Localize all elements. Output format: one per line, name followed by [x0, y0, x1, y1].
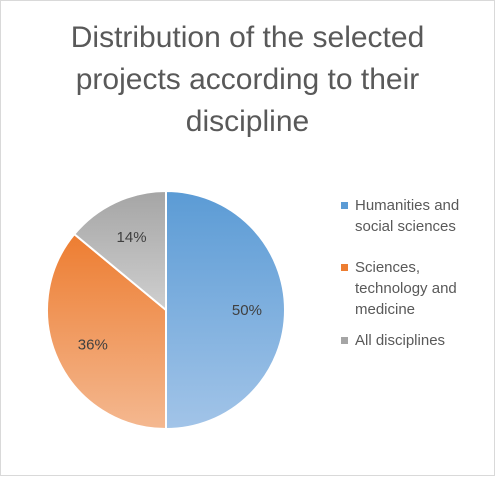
pie-slice-humanities: [165, 189, 286, 431]
chart-title-line-1: Distribution of the selected: [70, 21, 425, 54]
legend-label-humanities-line-1: Humanities and: [355, 197, 460, 214]
legend-label-all-disciplines: All disciplines: [355, 332, 446, 349]
chart-title-line-2: projects according to their: [75, 63, 420, 96]
data-label-sciences: 36%: [78, 336, 108, 353]
chart-title: Distribution of the selected projects ac…: [41, 17, 454, 143]
legend-label-sciences-line-1: Sciences,: [355, 259, 421, 276]
data-label-humanities: 50%: [232, 302, 262, 319]
legend-item-all-disciplines: All disciplines: [341, 330, 491, 351]
legend-label-humanities-line-2: social sciences: [355, 218, 456, 235]
legend-swatch-sciences: [341, 264, 348, 271]
legend-item-sciences: Sciences, technology and medicine: [341, 257, 491, 320]
legend-swatch-all-disciplines: [341, 337, 348, 344]
legend-swatch-humanities: [341, 202, 348, 209]
legend: Humanities and social sciences Sciences,…: [341, 195, 491, 361]
legend-item-humanities: Humanities and social sciences: [341, 195, 491, 237]
legend-label-sciences-line-3: medicine: [355, 301, 416, 318]
data-label-all-disciplines: 14%: [117, 229, 147, 246]
legend-label-sciences-line-2: technology and: [355, 280, 457, 297]
pie-slice-all-disciplines: [72, 189, 167, 313]
pie-slice-sciences: [46, 232, 167, 431]
chart-title-line-3: discipline: [185, 105, 310, 138]
